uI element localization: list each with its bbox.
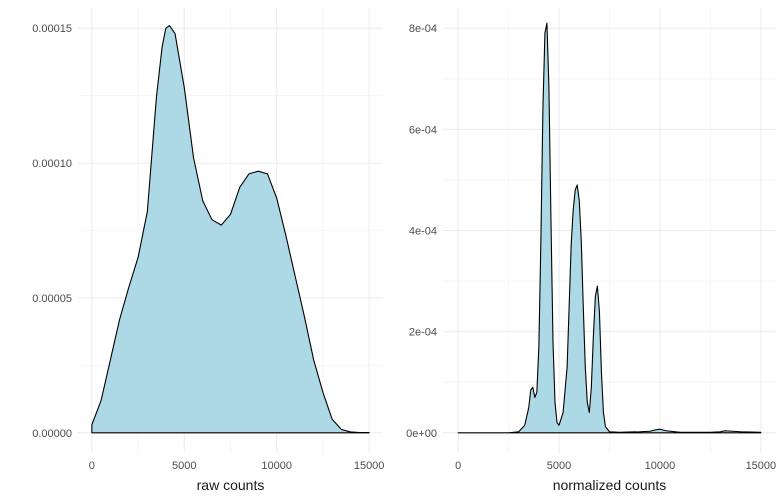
norm-density-area: [457, 22, 762, 434]
raw-y-tick-label: 0.00015: [32, 23, 72, 35]
norm-y-tick-label: 4e-04: [409, 226, 437, 238]
raw-x-axis-title: raw counts: [197, 477, 265, 493]
raw-x-tick-label: 5000: [172, 460, 196, 472]
raw-y-tick-label: 0.00000: [32, 428, 72, 440]
norm-x-tick-label: 5000: [547, 460, 571, 472]
raw-density-area: [91, 24, 370, 434]
raw-counts-panel: 0.00000 0.00005 0.00010 0.00015 0 5000 10000 15…: [32, 8, 384, 493]
norm-x-axis-title: normalized counts: [553, 477, 667, 493]
raw-x-tick-label: 10000: [261, 460, 292, 472]
norm-y-tick-label: 6e-04: [409, 124, 437, 136]
norm-x-tick-label: 15000: [746, 460, 777, 472]
norm-x-tick-label: 0: [455, 460, 461, 472]
norm-y-tick-label: 2e-04: [409, 327, 437, 339]
norm-y-tick-label: 8e-04: [409, 23, 437, 35]
raw-y-tick-label: 0.00005: [32, 293, 72, 305]
raw-y-tick-label: 0.00010: [32, 158, 72, 170]
raw-x-tick-label: 0: [89, 460, 95, 472]
normalized-counts-panel: 0e+00 2e-04 4e-04 6e-04 8e-04 0 5000 10000 15000…: [406, 8, 776, 493]
norm-y-tick-label: 0e+00: [406, 428, 437, 440]
raw-x-tick-label: 15000: [354, 460, 385, 472]
norm-x-tick-label: 10000: [645, 460, 676, 472]
